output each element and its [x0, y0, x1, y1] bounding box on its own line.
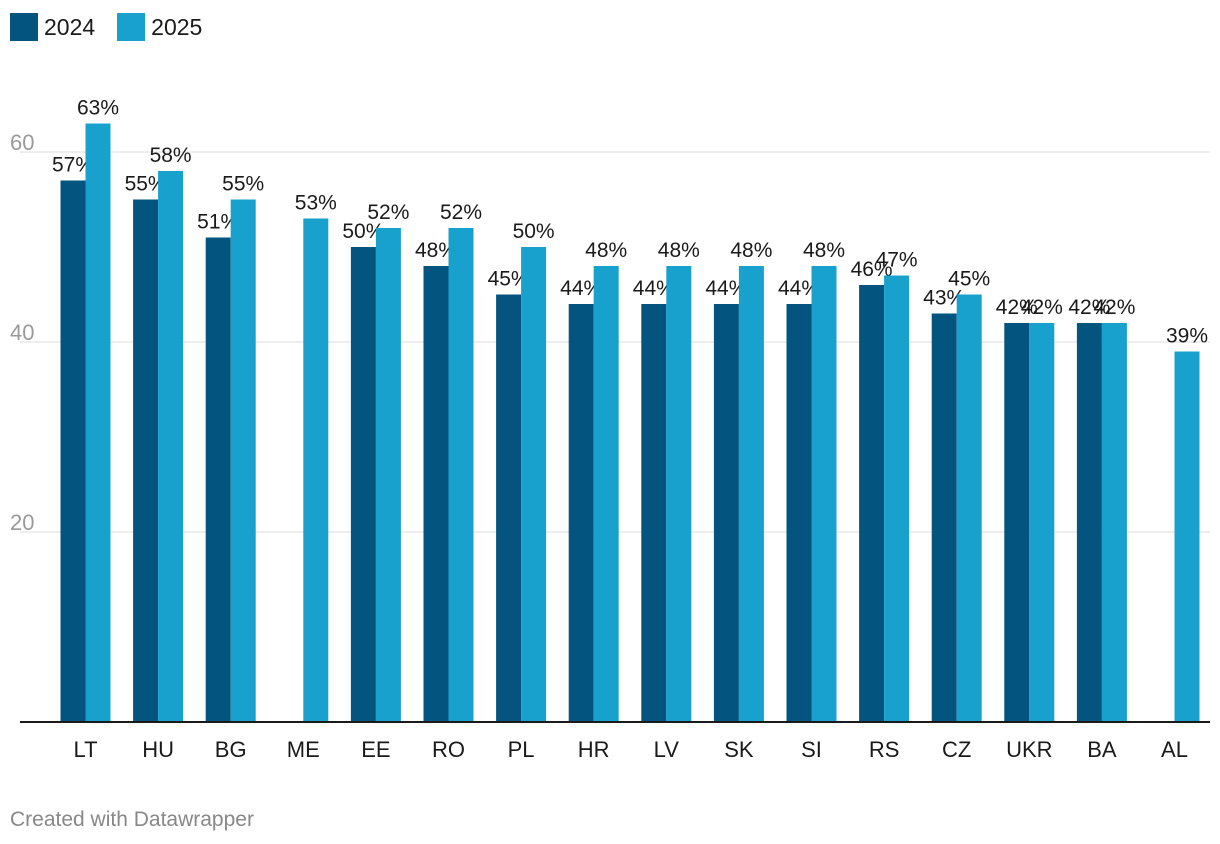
chart-legend: 2024 2025 — [10, 13, 202, 41]
x-tick-label-SI: SI — [801, 737, 822, 762]
bar-EE-2025 — [375, 228, 401, 722]
x-tick-label-LT: LT — [73, 737, 97, 762]
x-tick-label-LV: LV — [654, 737, 680, 762]
bar-HR-2025 — [593, 266, 619, 722]
bar-LV-2025 — [666, 266, 692, 722]
x-tick-label-PL: PL — [508, 737, 535, 762]
bar-SK-2024 — [713, 304, 739, 722]
bar-RS-2025 — [884, 275, 910, 722]
bar-ME-2025 — [303, 218, 329, 722]
data-label-PL-2025: 50% — [513, 220, 555, 243]
data-label-ME-2025: 53% — [295, 192, 337, 215]
x-tick-label-AL: AL — [1161, 737, 1188, 762]
legend-label-2025: 2025 — [151, 13, 203, 40]
data-label-LV-2024: 44% — [633, 277, 675, 300]
bar-HR-2024 — [568, 304, 594, 722]
bar-BG-2024 — [205, 237, 231, 722]
y-tick-label-20: 20 — [10, 510, 34, 535]
data-label-RS-2025: 47% — [876, 249, 918, 272]
data-label-RO-2025: 52% — [440, 201, 482, 224]
bar-LV-2024 — [641, 304, 667, 722]
data-label-EE-2025: 52% — [367, 201, 409, 224]
bar-PL-2025 — [521, 247, 547, 722]
data-label-PL-2024: 45% — [488, 268, 530, 291]
data-label-EE-2024: 50% — [342, 220, 384, 243]
x-tick-label-UKR: UKR — [1006, 737, 1052, 762]
data-label-SI-2025: 48% — [803, 239, 845, 262]
x-tick-label-CZ: CZ — [942, 737, 971, 762]
bar-chart: 20406057%63%LT55%58%HU51%55%BG53%ME50%52… — [10, 97, 1210, 762]
data-label-HR-2024: 44% — [560, 277, 602, 300]
bar-UKR-2025 — [1029, 323, 1055, 722]
bar-RO-2025 — [448, 228, 474, 722]
data-label-SK-2024: 44% — [705, 277, 747, 300]
bar-CZ-2024 — [931, 313, 957, 722]
data-label-BA-2024: 42% — [1068, 296, 1110, 319]
x-tick-label-RO: RO — [432, 737, 465, 762]
data-label-HU-2024: 55% — [125, 173, 167, 196]
x-tick-label-HU: HU — [142, 737, 174, 762]
y-tick-label-40: 40 — [10, 320, 34, 345]
bar-HU-2025 — [158, 171, 184, 722]
data-label-LT-2025: 63% — [77, 97, 119, 120]
x-tick-label-BG: BG — [215, 737, 247, 762]
bar-BA-2024 — [1076, 323, 1102, 722]
data-label-BG-2024: 51% — [197, 211, 239, 234]
x-tick-label-RS: RS — [869, 737, 900, 762]
x-tick-label-ME: ME — [287, 737, 320, 762]
data-label-RS-2024: 46% — [851, 258, 893, 281]
legend-swatch-2025 — [117, 13, 146, 41]
bar-SI-2025 — [811, 266, 837, 722]
data-label-BA-2025: 42% — [1093, 296, 1135, 319]
legend-item-2024: 2024 — [10, 13, 95, 41]
bar-AL-2025 — [1174, 351, 1200, 722]
bar-SI-2024 — [786, 304, 812, 722]
data-label-UKR-2024: 42% — [996, 296, 1038, 319]
x-tick-label-SK: SK — [724, 737, 754, 762]
bar-CZ-2025 — [956, 294, 982, 722]
x-tick-label-EE: EE — [361, 737, 390, 762]
bar-UKR-2024 — [1004, 323, 1030, 722]
data-label-RO-2024: 48% — [415, 239, 457, 262]
bar-BG-2025 — [230, 199, 256, 722]
data-label-AL-2025: 39% — [1166, 325, 1208, 348]
data-label-SI-2024: 44% — [778, 277, 820, 300]
bar-EE-2024 — [350, 247, 376, 722]
bar-LT-2025 — [85, 123, 111, 722]
data-label-SK-2025: 48% — [730, 239, 772, 262]
x-tick-label-HR: HR — [578, 737, 610, 762]
legend-swatch-2024 — [10, 13, 38, 41]
legend-item-2025: 2025 — [117, 13, 202, 41]
data-label-LT-2024: 57% — [52, 154, 94, 177]
bar-RO-2024 — [423, 266, 449, 722]
bar-BA-2025 — [1101, 323, 1127, 722]
data-label-CZ-2025: 45% — [948, 268, 990, 291]
data-label-LV-2025: 48% — [658, 239, 700, 262]
bar-PL-2024 — [496, 294, 522, 722]
bar-LT-2024 — [60, 180, 86, 722]
footer-credit: Created with Datawrapper — [10, 808, 254, 831]
data-label-UKR-2025: 42% — [1021, 296, 1063, 319]
x-tick-label-BA: BA — [1087, 737, 1117, 762]
data-label-HU-2025: 58% — [150, 144, 192, 167]
y-tick-label-60: 60 — [10, 130, 34, 155]
legend-label-2024: 2024 — [44, 13, 96, 40]
bar-SK-2025 — [738, 266, 764, 722]
data-label-CZ-2024: 43% — [923, 287, 965, 310]
bar-HU-2024 — [133, 199, 159, 722]
data-label-BG-2025: 55% — [222, 173, 264, 196]
data-label-HR-2025: 48% — [585, 239, 627, 262]
bar-RS-2024 — [859, 285, 885, 722]
